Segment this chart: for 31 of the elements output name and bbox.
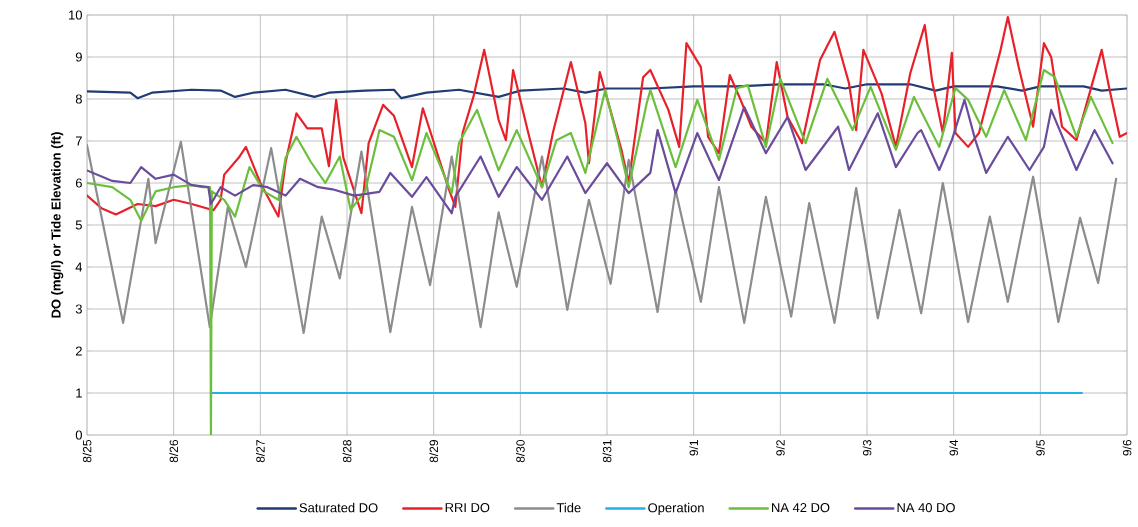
y-tick-label: 0 [75,430,82,440]
legend-label: Tide [556,502,581,513]
x-tick-label: 8/31 [602,440,612,463]
x-tick-label: 9/5 [1035,440,1045,456]
y-tick-label: 5 [75,220,82,230]
legend-label: NA 40 DO [897,503,955,513]
x-tick-label: 8/28 [342,440,352,463]
x-tick-label: 8/30 [515,439,525,463]
x-tick-label: 8/25 [82,440,92,463]
x-tick-label: 8/26 [169,440,179,463]
legend-label: Saturated DO [299,502,378,513]
y-tick-label: 8 [75,94,82,104]
y-tick-label: 7 [75,136,82,146]
x-tick-label: 8/27 [255,440,265,463]
legend-label: Operation [648,502,704,515]
x-tick-label: 9/6 [1122,440,1132,456]
x-tick-label: 9/3 [862,440,872,456]
y-tick-label: 6 [75,178,82,188]
x-tick-label: 8/29 [429,440,439,463]
x-tick-label: 9/1 [689,440,699,456]
legend-label: RRI DO [445,503,490,513]
x-tick-label: 9/2 [775,440,785,456]
y-tick-label: 3 [75,304,82,314]
y-tick-label: 4 [75,262,83,272]
y-tick-label: 1 [76,388,82,398]
y-axis-title: DO (mg/l) or Tide Elevation (ft) [51,132,64,318]
y-tick-label: 9 [75,52,82,62]
legend-label: NA 42 DO [772,503,830,513]
y-tick-label: 10 [69,10,82,20]
x-tick-label: 9/4 [949,439,959,456]
y-tick-label: 2 [75,346,82,356]
